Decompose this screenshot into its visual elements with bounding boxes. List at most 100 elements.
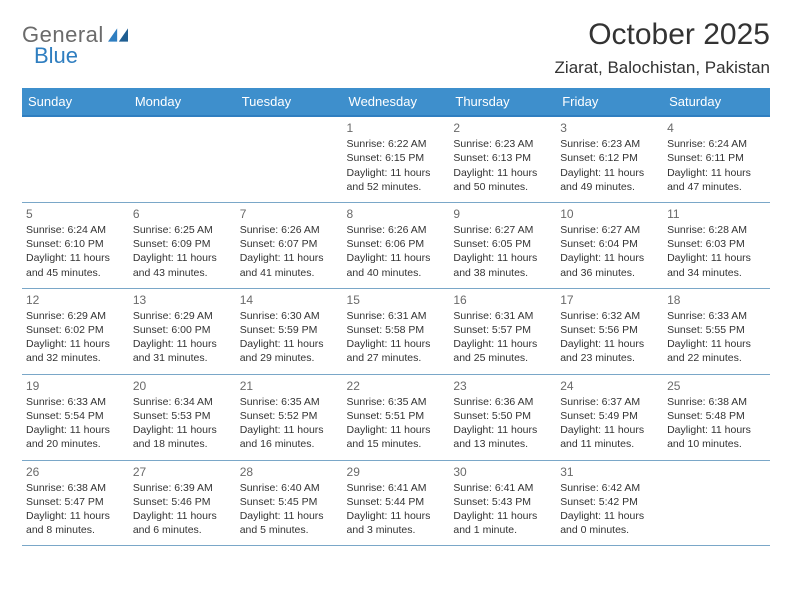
sunrise-label: Sunrise: <box>453 310 494 322</box>
sunrise-label: Sunrise: <box>560 138 601 150</box>
day-number: 23 <box>453 378 552 394</box>
sunrise-label: Sunrise: <box>26 482 67 494</box>
calendar-body: 1Sunrise: 6:22 AMSunset: 6:15 PMDaylight… <box>22 116 770 546</box>
sunrise-line: Sunrise: 6:26 AM <box>240 223 339 237</box>
sunset-line: Sunset: 6:15 PM <box>347 151 446 165</box>
sunset-line: Sunset: 5:43 PM <box>453 495 552 509</box>
sunset-line: Sunset: 5:52 PM <box>240 409 339 423</box>
calendar-day-cell: 10Sunrise: 6:27 AMSunset: 6:04 PMDayligh… <box>556 202 663 288</box>
sunset-label: Sunset: <box>453 496 492 508</box>
sunset-line: Sunset: 6:12 PM <box>560 151 659 165</box>
daylight-line: Daylight: 11 hours and 6 minutes. <box>133 509 232 537</box>
sunset-value: 5:55 PM <box>706 324 745 336</box>
daylight-line: Daylight: 11 hours and 43 minutes. <box>133 251 232 279</box>
sunrise-label: Sunrise: <box>453 224 494 236</box>
sunrise-value: 6:39 AM <box>174 482 213 494</box>
sunrise-value: 6:23 AM <box>495 138 534 150</box>
sunset-value: 5:44 PM <box>385 496 424 508</box>
daylight-line: Daylight: 11 hours and 20 minutes. <box>26 423 125 451</box>
sunrise-label: Sunrise: <box>133 482 174 494</box>
calendar-day-cell <box>129 116 236 202</box>
sunrise-line: Sunrise: 6:37 AM <box>560 395 659 409</box>
sunset-line: Sunset: 6:03 PM <box>667 237 766 251</box>
sunrise-value: 6:35 AM <box>388 396 427 408</box>
daylight-label: Daylight: <box>240 338 284 350</box>
sunset-label: Sunset: <box>240 238 279 250</box>
sunrise-label: Sunrise: <box>347 224 388 236</box>
sunset-label: Sunset: <box>560 152 599 164</box>
sunrise-line: Sunrise: 6:27 AM <box>560 223 659 237</box>
sunrise-value: 6:25 AM <box>174 224 213 236</box>
daylight-line: Daylight: 11 hours and 52 minutes. <box>347 166 446 194</box>
sunset-label: Sunset: <box>453 238 492 250</box>
sunset-value: 6:07 PM <box>278 238 317 250</box>
sunrise-value: 6:27 AM <box>495 224 534 236</box>
sunset-line: Sunset: 5:56 PM <box>560 323 659 337</box>
daylight-line: Daylight: 11 hours and 22 minutes. <box>667 337 766 365</box>
sunset-value: 6:05 PM <box>492 238 531 250</box>
sunset-line: Sunset: 5:45 PM <box>240 495 339 509</box>
sunset-value: 5:43 PM <box>492 496 531 508</box>
sunrise-line: Sunrise: 6:31 AM <box>347 309 446 323</box>
day-number: 6 <box>133 206 232 222</box>
sunrise-label: Sunrise: <box>347 396 388 408</box>
calendar-day-cell: 21Sunrise: 6:35 AMSunset: 5:52 PMDayligh… <box>236 374 343 460</box>
sunset-value: 5:54 PM <box>65 410 104 422</box>
daylight-line: Daylight: 11 hours and 15 minutes. <box>347 423 446 451</box>
day-number: 27 <box>133 464 232 480</box>
sunrise-line: Sunrise: 6:39 AM <box>133 481 232 495</box>
sunrise-value: 6:29 AM <box>174 310 213 322</box>
sunrise-label: Sunrise: <box>347 138 388 150</box>
day-number: 2 <box>453 120 552 136</box>
sunset-label: Sunset: <box>133 238 172 250</box>
sunset-line: Sunset: 5:59 PM <box>240 323 339 337</box>
sunrise-line: Sunrise: 6:34 AM <box>133 395 232 409</box>
sunrise-label: Sunrise: <box>133 224 174 236</box>
daylight-label: Daylight: <box>240 252 284 264</box>
calendar-day-cell: 29Sunrise: 6:41 AMSunset: 5:44 PMDayligh… <box>343 460 450 546</box>
sunrise-value: 6:35 AM <box>281 396 320 408</box>
calendar-day-cell <box>236 116 343 202</box>
day-number: 19 <box>26 378 125 394</box>
sunset-label: Sunset: <box>26 410 65 422</box>
day-number: 12 <box>26 292 125 308</box>
sunset-value: 6:00 PM <box>171 324 210 336</box>
day-number: 1 <box>347 120 446 136</box>
sunset-value: 6:06 PM <box>385 238 424 250</box>
weekday-header: Friday <box>556 88 663 116</box>
sunset-value: 5:58 PM <box>385 324 424 336</box>
sunrise-line: Sunrise: 6:27 AM <box>453 223 552 237</box>
sunset-label: Sunset: <box>453 410 492 422</box>
sunrise-label: Sunrise: <box>667 396 708 408</box>
sunrise-value: 6:23 AM <box>602 138 641 150</box>
weekday-header: Thursday <box>449 88 556 116</box>
calendar-day-cell: 25Sunrise: 6:38 AMSunset: 5:48 PMDayligh… <box>663 374 770 460</box>
sunrise-value: 6:40 AM <box>281 482 320 494</box>
weekday-header: Wednesday <box>343 88 450 116</box>
daylight-line: Daylight: 11 hours and 23 minutes. <box>560 337 659 365</box>
sunset-value: 5:59 PM <box>278 324 317 336</box>
logo: General Blue <box>22 24 128 66</box>
sunrise-line: Sunrise: 6:24 AM <box>667 137 766 151</box>
sunset-line: Sunset: 5:48 PM <box>667 409 766 423</box>
sunset-label: Sunset: <box>560 496 599 508</box>
calendar-day-cell: 24Sunrise: 6:37 AMSunset: 5:49 PMDayligh… <box>556 374 663 460</box>
sunrise-label: Sunrise: <box>240 310 281 322</box>
sunset-line: Sunset: 6:02 PM <box>26 323 125 337</box>
daylight-label: Daylight: <box>26 510 70 522</box>
calendar-day-cell: 31Sunrise: 6:42 AMSunset: 5:42 PMDayligh… <box>556 460 663 546</box>
sunset-line: Sunset: 5:51 PM <box>347 409 446 423</box>
header: General Blue October 2025 Ziarat, Baloch… <box>22 18 770 78</box>
calendar-day-cell <box>663 460 770 546</box>
sunrise-line: Sunrise: 6:41 AM <box>453 481 552 495</box>
daylight-label: Daylight: <box>560 424 604 436</box>
daylight-label: Daylight: <box>667 424 711 436</box>
calendar-day-cell: 2Sunrise: 6:23 AMSunset: 6:13 PMDaylight… <box>449 116 556 202</box>
daylight-label: Daylight: <box>133 252 177 264</box>
sunrise-label: Sunrise: <box>667 138 708 150</box>
sunrise-label: Sunrise: <box>453 138 494 150</box>
sunset-label: Sunset: <box>240 324 279 336</box>
daylight-line: Daylight: 11 hours and 38 minutes. <box>453 251 552 279</box>
sunrise-line: Sunrise: 6:25 AM <box>133 223 232 237</box>
calendar-day-cell: 19Sunrise: 6:33 AMSunset: 5:54 PMDayligh… <box>22 374 129 460</box>
